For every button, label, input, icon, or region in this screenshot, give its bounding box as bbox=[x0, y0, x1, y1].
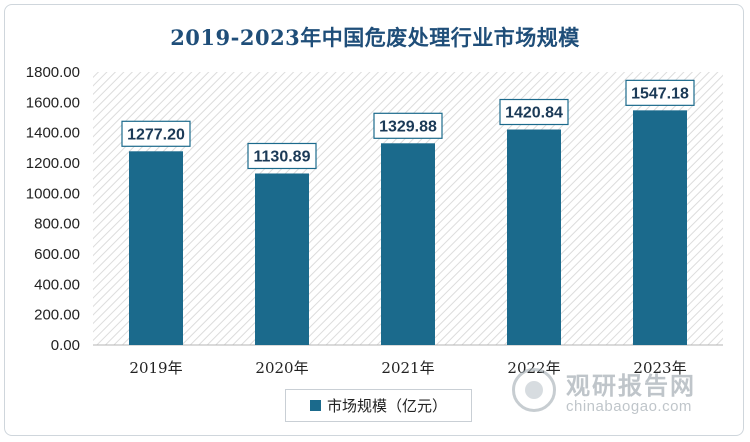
y-tick-label: 1000.00 bbox=[26, 185, 80, 202]
data-label-box bbox=[373, 112, 443, 139]
data-label: 1130.89 bbox=[254, 148, 311, 165]
y-tick-label: 0.00 bbox=[51, 337, 80, 354]
legend-swatch bbox=[309, 400, 321, 411]
data-label-box bbox=[247, 142, 317, 170]
x-tick-label: 2021年 bbox=[381, 359, 434, 377]
y-tick-label: 1400.00 bbox=[26, 125, 80, 142]
x-tick-label: 2023年 bbox=[633, 359, 686, 377]
y-tick-label: 400.00 bbox=[34, 276, 80, 293]
legend: 市场规模（亿元） bbox=[285, 389, 472, 422]
data-label: 1277.20 bbox=[127, 126, 185, 143]
y-tick-label: 1600.00 bbox=[26, 94, 80, 111]
x-tick-label: 2020年 bbox=[255, 359, 308, 377]
y-tick-label: 800.00 bbox=[34, 216, 80, 233]
data-label-box bbox=[121, 120, 191, 147]
chart-title: 2019-2023年中国危废处理行业市场规模 bbox=[170, 25, 580, 50]
y-tick-label: 200.00 bbox=[34, 307, 80, 324]
legend-label: 市场规模（亿元） bbox=[326, 397, 447, 415]
data-label-box bbox=[499, 98, 569, 126]
data-label: 1547.18 bbox=[631, 85, 689, 102]
data-label: 1420.84 bbox=[505, 105, 563, 122]
y-tick-label: 1200.00 bbox=[26, 155, 80, 172]
x-tick-label: 2019年 bbox=[129, 359, 182, 377]
watermark-logo: 观研报告网 chinabaogao.com bbox=[512, 364, 702, 424]
bar bbox=[381, 143, 435, 345]
watermark-cn-text: 观研报告网 bbox=[566, 372, 696, 400]
data-label-box bbox=[625, 79, 695, 106]
y-tick-label: 600.00 bbox=[34, 246, 80, 263]
data-label: 1329.88 bbox=[379, 118, 437, 135]
bar bbox=[507, 129, 561, 345]
bar bbox=[255, 173, 309, 345]
watermark-en-text: chinabaogao.com bbox=[566, 398, 692, 415]
y-tick-label: 1800.00 bbox=[26, 64, 80, 81]
bar bbox=[633, 110, 687, 346]
bar bbox=[129, 151, 183, 345]
watermark-icon bbox=[512, 368, 556, 412]
